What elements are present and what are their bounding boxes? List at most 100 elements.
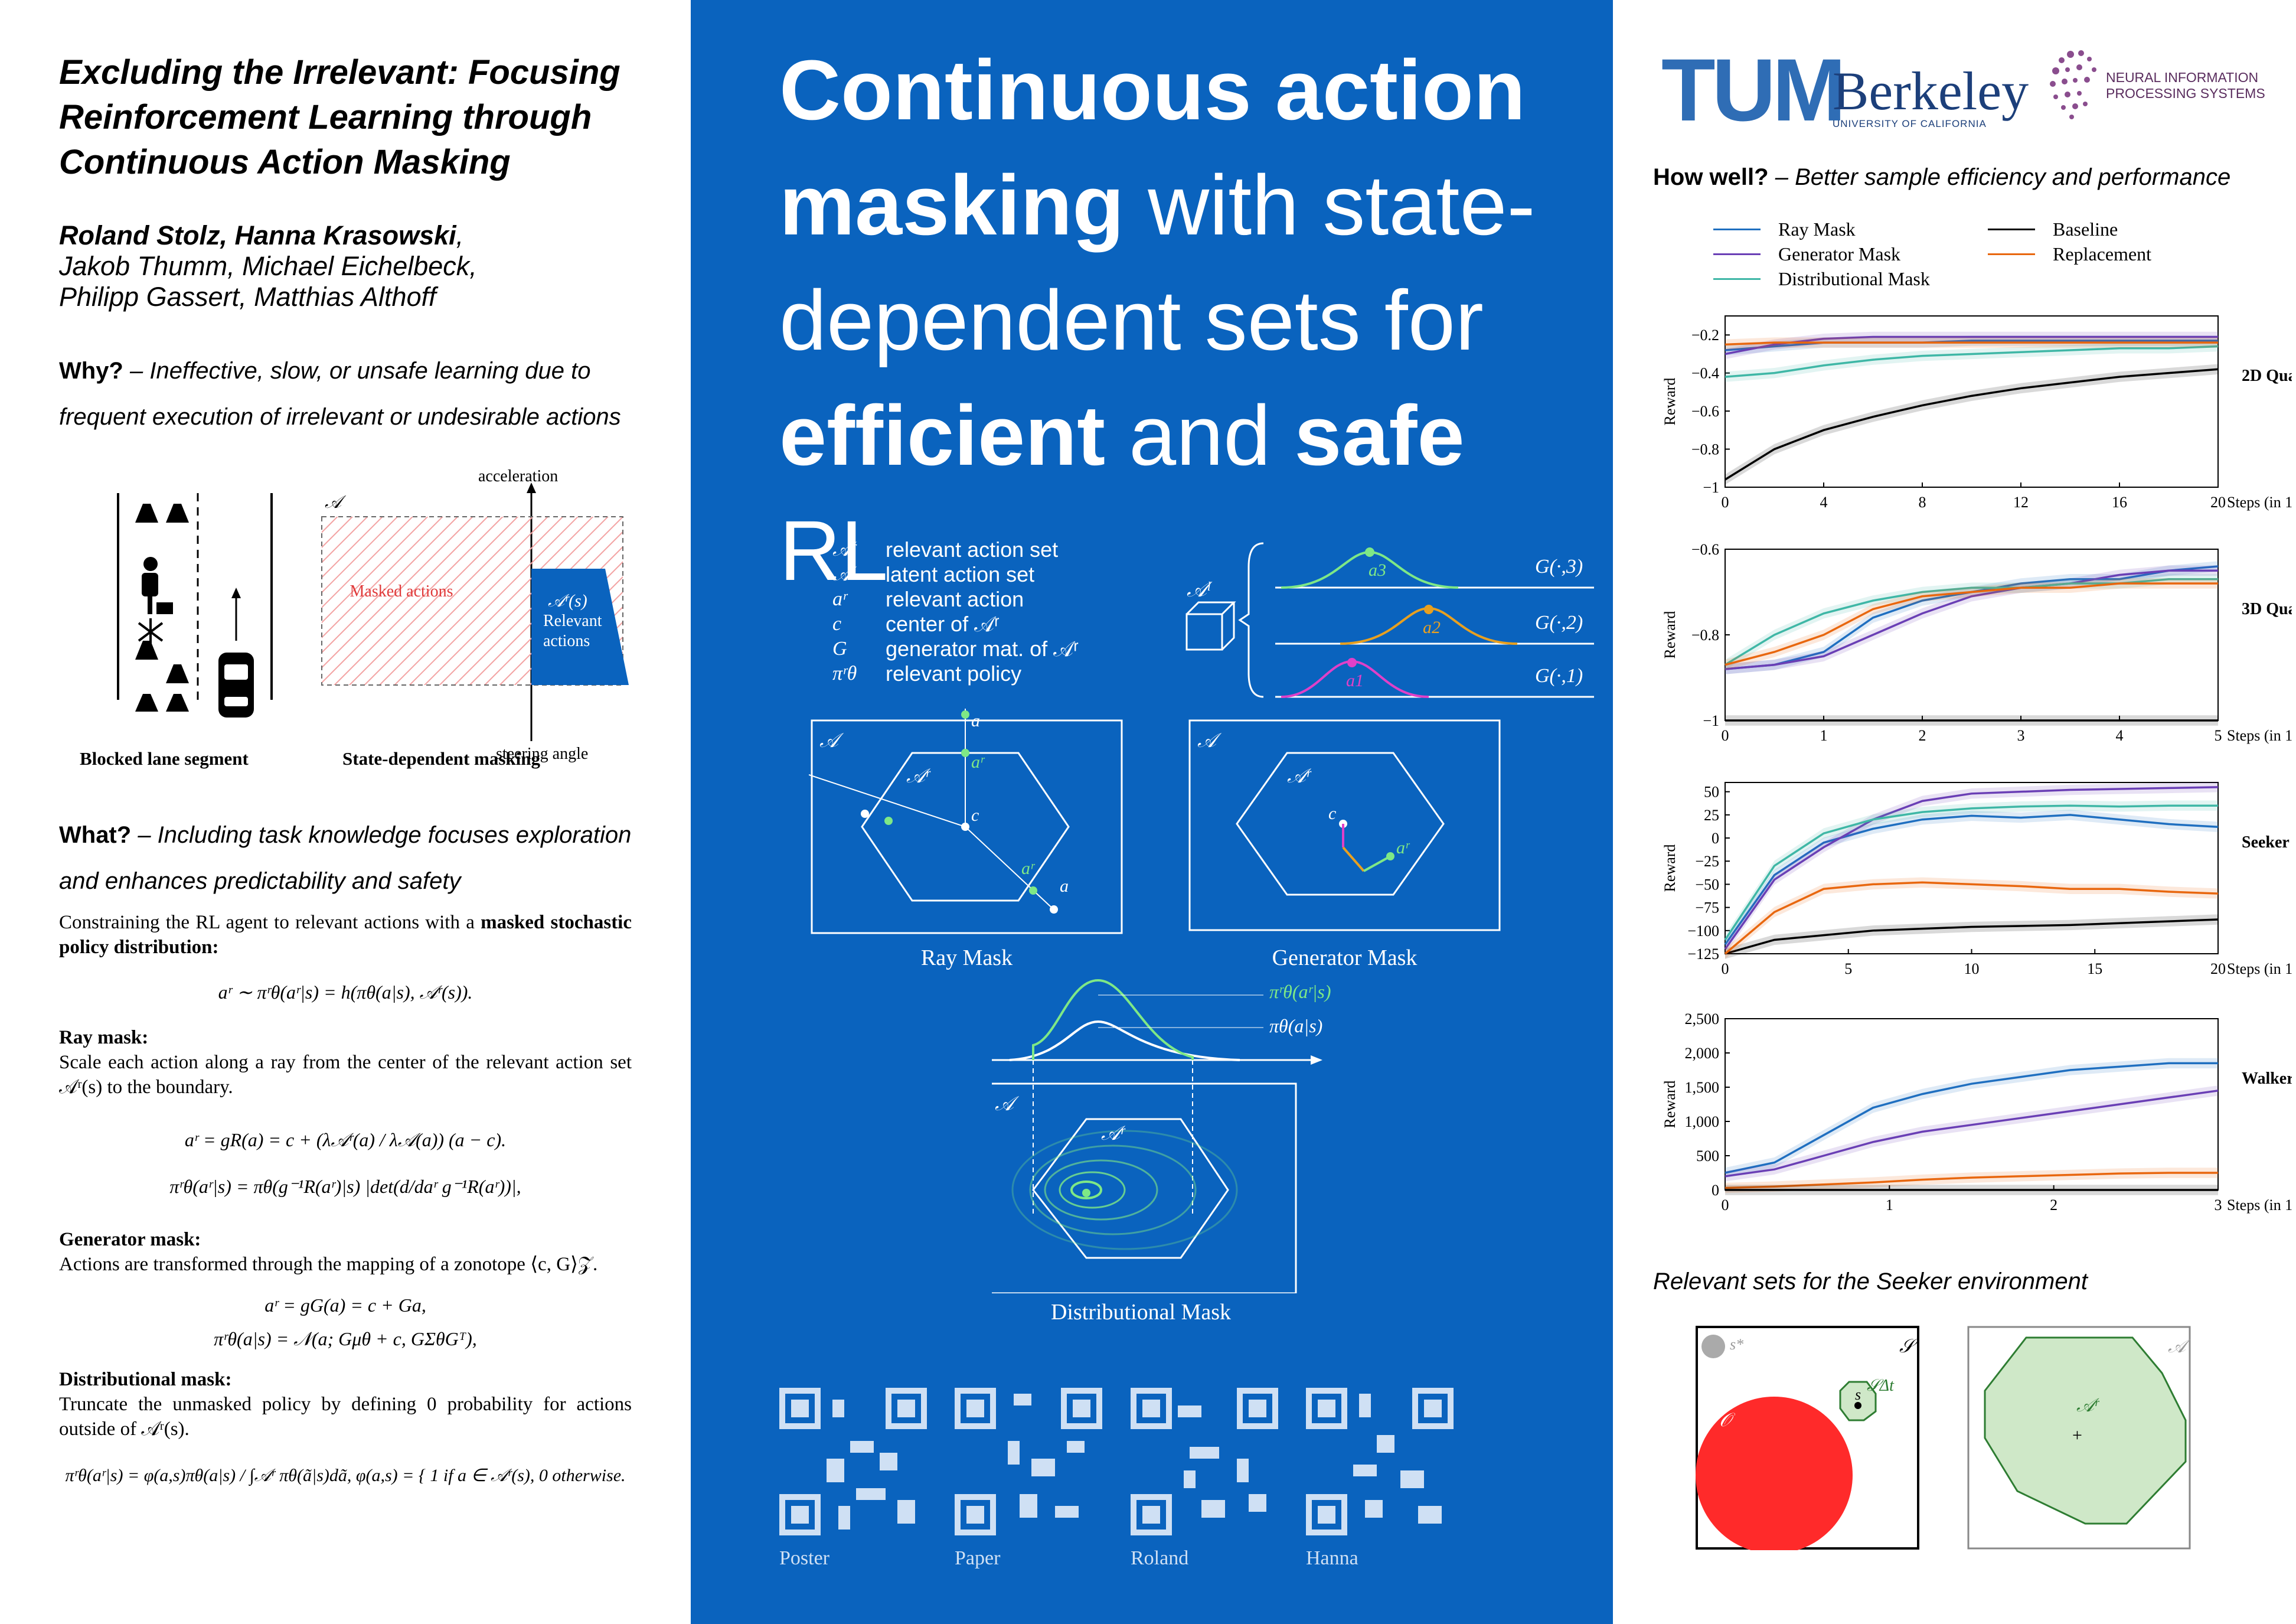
chart-title: 2D Quadrotor bbox=[2242, 367, 2292, 385]
qr-code-roland[interactable] bbox=[1131, 1388, 1278, 1535]
distributional-mask-heading: Distributional mask: bbox=[59, 1369, 232, 1390]
y-tick-label: −0.8 bbox=[1691, 627, 1719, 644]
legend-label: Ray Mask bbox=[1778, 219, 1856, 240]
berkeley-subtitle: UNIVERSITY OF CALIFORNIA bbox=[1833, 118, 1987, 129]
neurips-line-1: NEURAL INFORMATION bbox=[2106, 70, 2259, 85]
y-tick-label: 2,000 bbox=[1685, 1045, 1720, 1062]
a3-label: a3 bbox=[1369, 560, 1386, 580]
constrain-paragraph: Constraining the RL agent to relevant ac… bbox=[59, 910, 632, 960]
qr-label-poster: Poster bbox=[779, 1547, 829, 1569]
generator-mask-diagram: 𝒜 𝒜ʳ c aʳ bbox=[1188, 719, 1501, 931]
chart-seeker-reach-avoid: 0 5 10 15 20 −125 −100 −75 −50 −25 0 25 50 Steps (in … bbox=[1661, 782, 2292, 977]
legend-text: generator mat. of 𝒜ʳ bbox=[886, 636, 1079, 661]
legend-baseline: Baseline bbox=[1988, 219, 2118, 240]
symbol-legend: 𝒜ʳ relevant action set 𝒜ˡ latent action se… bbox=[832, 537, 1139, 686]
y-tick-label: 50 bbox=[1704, 784, 1719, 801]
neurips-wordmark: NEURAL INFORMATION PROCESSING SYSTEMS bbox=[2106, 70, 2265, 102]
gen-A-label: 𝒜 bbox=[1197, 730, 1222, 752]
fig-relevant-label: Relevant actions bbox=[543, 612, 602, 650]
x-tick-label: 0 bbox=[1722, 727, 1729, 744]
gen-ar-label: aʳ bbox=[1396, 838, 1410, 857]
right-column: TUM Berkeley UNIVERSITY OF CALIFORNIA NE… bbox=[1613, 0, 2296, 1624]
gen-Ar-label: 𝒜ʳ bbox=[1287, 765, 1312, 787]
authors-line-3: Philipp Gassert, Matthias Althoff bbox=[59, 282, 436, 312]
headline-line-3: dependent sets for bbox=[779, 263, 1582, 378]
ray-a-label-2: a bbox=[1060, 876, 1069, 896]
ray-mask-diagram: 𝒜 𝒜ʳ a aʳ c aʳ a bbox=[809, 709, 1123, 934]
qr-code-paper[interactable] bbox=[955, 1388, 1102, 1535]
dist-pi-r-label: πʳθ(aʳ|s) bbox=[1269, 981, 1331, 1002]
what-text: – Including task knowledge focuses explo… bbox=[59, 822, 632, 894]
qr-label-paper: Paper bbox=[955, 1547, 1001, 1569]
distributional-mask-caption: Distributional Mask bbox=[1050, 1300, 1232, 1325]
seeker-state-diagram: s* 𝒮 𝒮Δt s 𝒪 bbox=[1696, 1326, 1919, 1550]
series-band bbox=[1725, 565, 2218, 674]
chart-title: 3D Quadrotor bbox=[2242, 600, 2292, 618]
ray-ar-label-2: aʳ bbox=[1021, 859, 1036, 878]
why-section: Why? – Ineffective, slow, or unsafe lear… bbox=[59, 348, 632, 440]
qr-code-poster[interactable] bbox=[779, 1388, 927, 1535]
y-tick-label: 0 bbox=[1712, 830, 1719, 847]
tum-logo: TUM bbox=[1661, 40, 1846, 139]
equation-ray-density: πʳθ(aʳ|s) = πθ(g⁻¹R(aʳ)|s) |det(d/daʳ g⁻… bbox=[169, 1176, 521, 1197]
neurips-logo-icon bbox=[2050, 50, 2096, 119]
g1-label: G(·,1) bbox=[1535, 665, 1583, 687]
how-heading: How well? bbox=[1653, 164, 1769, 190]
headline: Continuous action masking with state- de… bbox=[779, 32, 1582, 608]
gen-c-label: c bbox=[1328, 804, 1336, 823]
seeker-S-dt-label: 𝒮Δt bbox=[1867, 1377, 1895, 1395]
equation-ray-map: aʳ = gR(a) = c + (λ𝒜ʳ(a) / λ𝒜(a)) (a − c… bbox=[184, 1129, 507, 1150]
legend-distributional: Distributional Mask bbox=[1713, 268, 1930, 290]
legend-generator: Generator Mask bbox=[1713, 243, 1900, 265]
headline-part: and bbox=[1105, 388, 1295, 483]
x-tick-label: 5 bbox=[1844, 960, 1852, 977]
x-axis-label: Steps (in 10⁴) bbox=[2227, 727, 2292, 744]
chart-legend: Ray Mask Generator Mask Distributional M… bbox=[1713, 219, 2245, 295]
y-tick-label: 2,500 bbox=[1685, 1010, 1720, 1028]
ray-mask-caption: Ray Mask bbox=[920, 945, 1013, 970]
berkeley-logo: Berkeley UNIVERSITY OF CALIFORNIA bbox=[1833, 64, 2029, 130]
legend-text: latent action set bbox=[886, 562, 1035, 586]
authors-lead: Roland Stolz, Hanna Krasowski bbox=[59, 220, 456, 250]
plot-frame bbox=[1725, 1018, 2219, 1191]
y-tick-label: −0.4 bbox=[1691, 365, 1719, 382]
headline-part: dependent sets for bbox=[779, 273, 1484, 368]
what-section: What? – Including task knowledge focuses… bbox=[59, 812, 632, 904]
equation-distributional: πʳθ(aʳ|s) = φ(a,s)πθ(a|s) / ∫𝒜ʳ πθ(ã|s)d… bbox=[65, 1466, 626, 1485]
y-tick-label: −100 bbox=[1687, 922, 1719, 940]
traffic-cone-icon bbox=[135, 504, 189, 712]
x-tick-label: 5 bbox=[2215, 727, 2222, 744]
legend-row: c center of 𝒜ʳ bbox=[832, 612, 1139, 637]
series-band bbox=[1725, 341, 2218, 382]
a1-label: a1 bbox=[1346, 671, 1364, 690]
ray-mask-text: Scale each action along a ray from the c… bbox=[59, 1052, 632, 1098]
generator-mask-heading: Generator mask: bbox=[59, 1229, 201, 1250]
qr-code-hanna[interactable] bbox=[1306, 1388, 1454, 1535]
y-axis-label: Reward bbox=[1661, 378, 1678, 426]
constrain-text: Constraining the RL agent to relevant ac… bbox=[59, 912, 475, 933]
x-tick-label: 3 bbox=[2215, 1196, 2222, 1214]
y-tick-label: −1 bbox=[1703, 479, 1719, 496]
legend-swatch bbox=[1988, 229, 2035, 230]
y-tick-label: −75 bbox=[1695, 899, 1719, 917]
headline-part: RL bbox=[779, 503, 889, 598]
paper-title: Excluding the Irrelevant: Focusing Reinf… bbox=[59, 53, 620, 181]
dist-A-label: 𝒜 bbox=[995, 1093, 1020, 1115]
series-band bbox=[1725, 1085, 2218, 1182]
x-tick-label: 16 bbox=[2112, 494, 2127, 511]
legend-swatch bbox=[1713, 229, 1761, 230]
x-tick-label: 1 bbox=[1820, 727, 1828, 744]
legend-swatch bbox=[1713, 278, 1761, 280]
fig-relevant-set: 𝒜ʳ(s) bbox=[548, 591, 587, 611]
y-tick-label: −1 bbox=[1703, 712, 1719, 729]
chart-title: Walker2D bbox=[2242, 1069, 2292, 1088]
x-tick-label: 0 bbox=[1722, 1196, 1729, 1214]
legend-text: relevant action bbox=[886, 587, 1024, 611]
y-tick-label: 25 bbox=[1704, 807, 1719, 824]
latent-set-label: 𝒜ˡ bbox=[1187, 578, 1213, 601]
distributional-mask-diagram: πʳθ(aʳ|s) πθ(a|s) 𝒜 𝒜ʳ bbox=[992, 979, 1331, 1293]
x-tick-label: 15 bbox=[2087, 960, 2102, 977]
headline-part: with state- bbox=[1124, 158, 1536, 253]
series-band bbox=[1725, 578, 2218, 670]
